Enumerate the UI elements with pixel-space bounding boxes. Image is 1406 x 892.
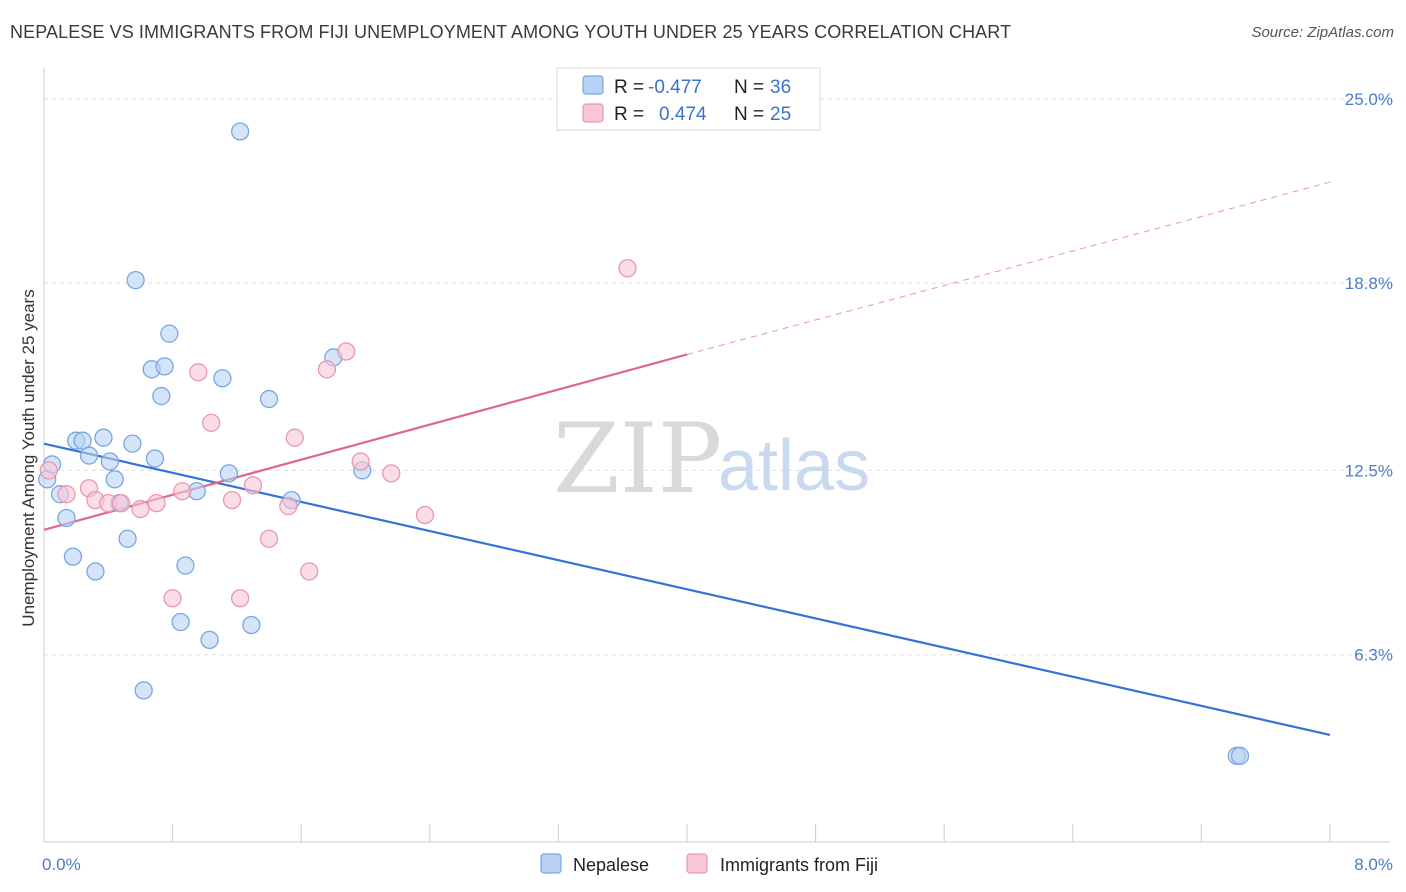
point-fiji-20 [337, 342, 356, 361]
legend-n-value-1: 36 [770, 77, 791, 98]
point-fiji-21 [351, 452, 370, 471]
y-axis-label: Unemployment Among Youth under 25 years [19, 289, 38, 626]
point-fiji-19 [317, 360, 337, 379]
point-nepalese-9 [94, 428, 113, 447]
point-nepalese-13 [118, 529, 137, 548]
point-nepalese-3 [57, 508, 76, 528]
legend-r-value-2: 0.474 [659, 104, 707, 125]
y-tick-labels: 6.3% 12.5% 18.8% 25.0% [1345, 90, 1393, 665]
point-nepalese-20 [155, 357, 174, 376]
point-nepalese-26 [213, 369, 232, 388]
point-nepalese-14 [123, 434, 142, 453]
point-fiji-8 [163, 589, 182, 608]
y-tick-label-3: 25.0% [1345, 90, 1393, 109]
legend-n-label-1: N = [734, 77, 764, 98]
legend-r-label-2: R = [614, 104, 644, 125]
bottom-legend-nepalese: Nepalese [573, 855, 649, 875]
point-fiji-22 [382, 464, 401, 483]
point-fiji-6 [131, 499, 150, 519]
grid-lines [44, 98, 1390, 656]
point-nepalese-18 [145, 449, 165, 468]
point-nepalese-22 [171, 612, 190, 632]
bottom-legend: Nepalese Immigrants from Fiji [540, 853, 878, 875]
point-nepalese-30 [259, 389, 279, 409]
watermark-zip: ZIP [553, 403, 722, 515]
point-nepalese-19 [152, 386, 171, 406]
bottom-legend-swatch-fiji [686, 853, 708, 874]
point-nepalese-4 [63, 547, 83, 566]
chart-title: NEPALESE VS IMMIGRANTS FROM FIJI UNEMPLO… [10, 22, 1012, 42]
y-tick-label-0: 6.3% [1354, 646, 1393, 665]
legend-r-label-1: R = [614, 77, 644, 98]
x-tick-label-0: 0.0% [42, 855, 81, 874]
point-nepalese-7 [79, 446, 99, 465]
point-nepalese-27 [219, 464, 239, 483]
point-fiji-10 [189, 363, 208, 382]
point-nepalese-15 [126, 270, 145, 290]
point-nepalese-29 [242, 615, 261, 635]
point-fiji-9 [173, 482, 192, 501]
point-nepalese-16 [134, 681, 153, 700]
watermark: ZIP atlas [553, 403, 870, 515]
trend-line-fiji-extension [686, 181, 1331, 355]
point-nepalese-10 [100, 452, 120, 471]
legend-box: R = -0.477 N = 36 R = 0.474 N = 25 [556, 67, 821, 131]
legend-n-label-2: N = [734, 104, 764, 125]
point-fiji-17 [285, 428, 304, 447]
point-fiji-24 [618, 259, 637, 278]
legend-r-value-1: -0.477 [648, 77, 702, 98]
y-tick-label-2: 18.8% [1345, 274, 1393, 293]
point-nepalese-11 [105, 470, 124, 489]
point-fiji-0 [39, 461, 58, 480]
watermark-atlas: atlas [718, 426, 870, 506]
source-credit: Source: ZipAtlas.com [1251, 24, 1394, 41]
point-fiji-11 [202, 413, 221, 432]
bottom-legend-fiji: Immigrants from Fiji [720, 855, 878, 875]
point-fiji-16 [279, 496, 298, 516]
point-fiji-23 [415, 505, 435, 525]
x-tick-labels: 0.0% 8.0% [42, 855, 1393, 874]
legend-swatch-fiji [582, 103, 604, 123]
point-nepalese-23 [176, 556, 195, 575]
legend-n-value-2: 25 [770, 104, 791, 125]
point-fiji-12 [222, 490, 242, 510]
point-fiji-5 [112, 493, 131, 513]
point-nepalese-35 [1230, 746, 1250, 765]
point-fiji-7 [147, 493, 166, 513]
point-fiji-18 [300, 562, 319, 581]
point-fiji-14 [243, 476, 263, 495]
data-points [38, 122, 1250, 765]
point-nepalese-21 [160, 324, 179, 343]
point-nepalese-25 [200, 630, 219, 650]
x-tick-label-1: 8.0% [1354, 855, 1393, 874]
y-tick-label-1: 12.5% [1345, 461, 1393, 480]
point-nepalese-8 [86, 562, 105, 581]
point-nepalese-28 [230, 122, 250, 141]
legend-swatch-nepalese [582, 75, 604, 95]
point-fiji-1 [57, 485, 76, 504]
axes [43, 68, 1390, 843]
point-fiji-13 [230, 589, 250, 608]
point-fiji-15 [259, 529, 279, 548]
bottom-legend-swatch-nepalese [540, 853, 562, 874]
